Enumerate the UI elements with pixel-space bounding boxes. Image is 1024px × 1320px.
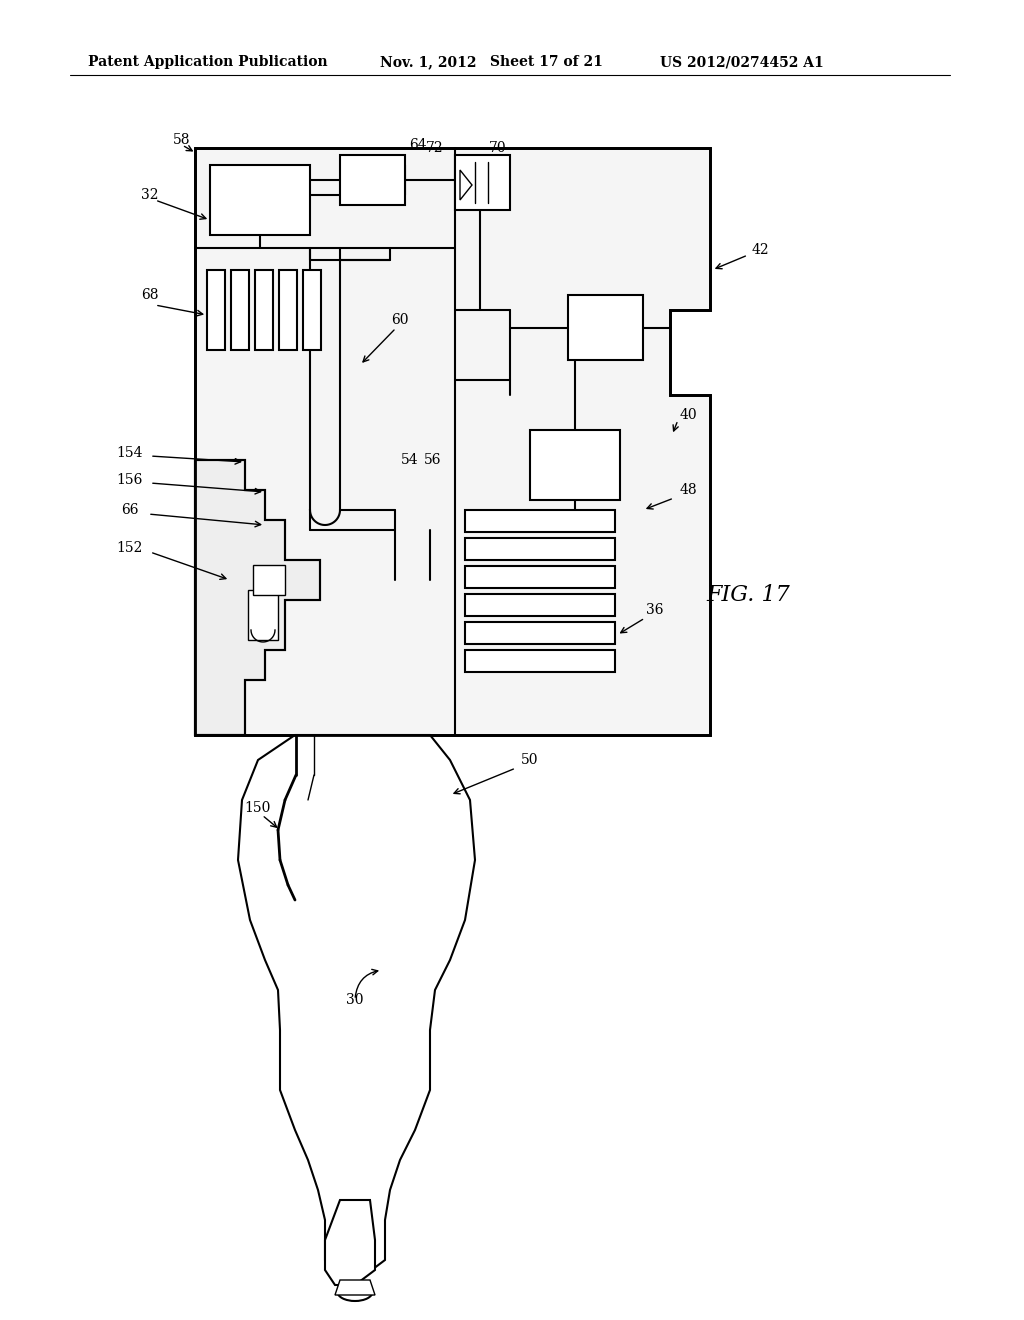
Text: 36: 36 (646, 603, 664, 616)
Polygon shape (568, 294, 643, 360)
Polygon shape (465, 566, 615, 587)
Polygon shape (210, 165, 310, 235)
Polygon shape (238, 735, 475, 1275)
Polygon shape (465, 539, 615, 560)
Text: 64: 64 (410, 139, 427, 152)
Text: 52: 52 (596, 321, 615, 335)
Polygon shape (465, 594, 615, 616)
Polygon shape (465, 510, 615, 532)
Polygon shape (325, 1200, 375, 1284)
Polygon shape (253, 565, 285, 595)
Polygon shape (255, 271, 273, 350)
Text: 32: 32 (141, 187, 159, 202)
Ellipse shape (338, 1283, 373, 1302)
Polygon shape (195, 459, 319, 735)
Text: 156: 156 (117, 473, 143, 487)
Polygon shape (465, 622, 615, 644)
Text: 56: 56 (424, 453, 441, 467)
Text: 62: 62 (250, 193, 269, 207)
Polygon shape (530, 430, 620, 500)
Text: 30: 30 (346, 993, 364, 1007)
Text: Nov. 1, 2012: Nov. 1, 2012 (380, 55, 476, 69)
Text: 64: 64 (364, 173, 383, 187)
Text: FIG. 17: FIG. 17 (707, 583, 790, 606)
Polygon shape (340, 154, 406, 205)
Text: 72: 72 (426, 141, 443, 154)
Polygon shape (335, 1280, 375, 1295)
Text: 70: 70 (489, 141, 507, 154)
Text: 152: 152 (117, 541, 143, 554)
Text: US 2012/0274452 A1: US 2012/0274452 A1 (660, 55, 823, 69)
Text: 60: 60 (391, 313, 409, 327)
Text: Patent Application Publication: Patent Application Publication (88, 55, 328, 69)
Text: 68: 68 (141, 288, 159, 302)
Text: 154: 154 (117, 446, 143, 459)
Polygon shape (195, 148, 710, 735)
Text: 40: 40 (679, 408, 696, 422)
Polygon shape (248, 590, 278, 640)
Polygon shape (279, 271, 297, 350)
Text: 54: 54 (401, 453, 419, 467)
Polygon shape (207, 271, 225, 350)
Text: 150: 150 (245, 801, 271, 814)
Polygon shape (303, 271, 321, 350)
Text: 49: 49 (565, 458, 585, 473)
Polygon shape (231, 271, 249, 350)
Text: 42: 42 (752, 243, 769, 257)
Polygon shape (465, 649, 615, 672)
Text: 50: 50 (521, 752, 539, 767)
Polygon shape (455, 154, 510, 210)
Text: 58: 58 (173, 133, 190, 147)
Text: 48: 48 (679, 483, 696, 498)
Text: Sheet 17 of 21: Sheet 17 of 21 (490, 55, 603, 69)
Text: 66: 66 (121, 503, 138, 517)
